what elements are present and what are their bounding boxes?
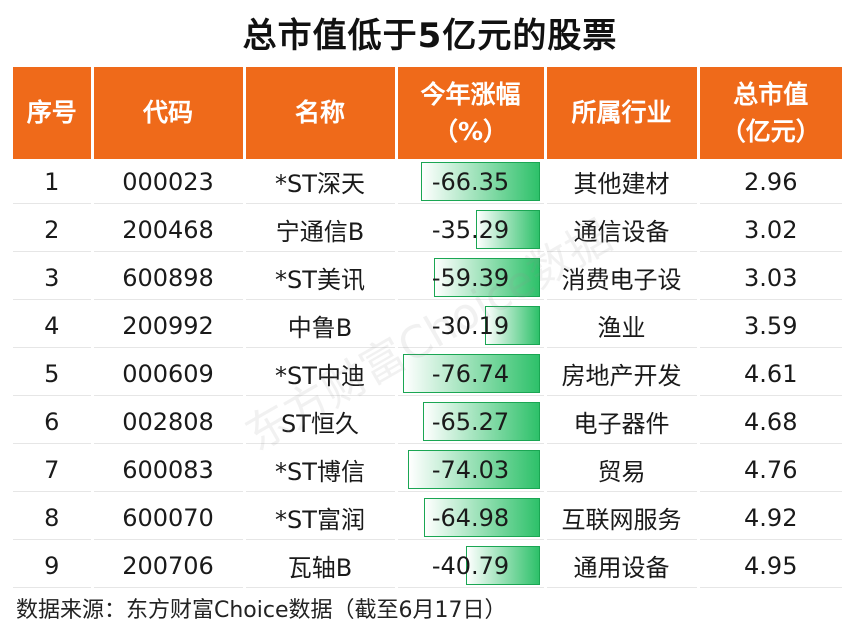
pct-cell: -76.74 — [396, 349, 547, 399]
code-cell: 200992 — [92, 301, 246, 351]
pct-value: -30.19 — [431, 311, 510, 340]
table-row: 8 600070 *ST富润 -64.98 互联网服务 4.92 — [13, 493, 842, 543]
pct-value: -59.39 — [431, 263, 510, 292]
no-cell: 8 — [13, 493, 94, 543]
mcap-cell: 2.96 — [698, 159, 842, 207]
industry-cell: 通信设备 — [545, 205, 700, 255]
pct-cell: -40.79 — [396, 541, 547, 591]
table-body: 1 000023 *ST深天 -66.35 其他建材 2.96 2 200468 宁通信B -35… — [13, 159, 842, 591]
name-cell: 宁通信B — [244, 205, 398, 255]
no-cell: 3 — [13, 253, 94, 303]
pct-value: -65.27 — [431, 407, 510, 436]
mcap-cell: 4.61 — [698, 349, 842, 399]
table-header-row: 序号 代码 名称 今年涨幅 （%） 所属行业 总市值 （亿元） — [13, 67, 842, 159]
mcap-cell: 3.59 — [698, 301, 842, 351]
industry-cell: 通用设备 — [545, 541, 700, 591]
header-cell: 所属行业 — [545, 67, 700, 159]
table-row: 6 002808 ST恒久 -65.27 电子器件 4.68 — [13, 397, 842, 447]
pct-value: -76.74 — [431, 359, 510, 388]
code-cell: 200468 — [92, 205, 246, 255]
pct-cell: -65.27 — [396, 397, 547, 447]
name-cell: *ST中迪 — [244, 349, 398, 399]
table-row: 3 600898 *ST美讯 -59.39 消费电子设 3.03 — [13, 253, 842, 303]
name-cell: *ST博信 — [244, 445, 398, 495]
industry-cell: 房地产开发 — [545, 349, 700, 399]
code-cell: 200706 — [92, 541, 246, 591]
code-cell: 600070 — [92, 493, 246, 543]
industry-cell: 互联网服务 — [545, 493, 700, 543]
no-cell: 5 — [13, 349, 94, 399]
header-cell: 序号 — [13, 67, 94, 159]
pct-bar — [407, 450, 540, 489]
pct-value: -40.79 — [431, 551, 510, 580]
code-cell: 000023 — [92, 159, 246, 207]
mcap-cell: 3.03 — [698, 253, 842, 303]
pct-bar — [421, 162, 540, 201]
pct-cell: -66.35 — [396, 159, 547, 207]
pct-cell: -64.98 — [396, 493, 547, 543]
no-cell: 6 — [13, 397, 94, 447]
pct-cell: -59.39 — [396, 253, 547, 303]
stock-table: 序号 代码 名称 今年涨幅 （%） 所属行业 总市值 （亿元） 1 000023 *ST… — [13, 67, 842, 591]
industry-cell: 消费电子设 — [545, 253, 700, 303]
pct-bar — [484, 306, 540, 345]
page-title: 总市值低于5亿元的股票 — [242, 16, 618, 56]
table-row: 1 000023 *ST深天 -66.35 其他建材 2.96 — [13, 159, 842, 207]
code-cell: 002808 — [92, 397, 246, 447]
mcap-cell: 4.95 — [698, 541, 842, 591]
pct-bar — [423, 498, 540, 537]
name-cell: ST恒久 — [244, 397, 398, 447]
no-cell: 7 — [13, 445, 94, 495]
no-cell: 9 — [13, 541, 94, 591]
pct-bar — [475, 210, 540, 249]
pct-bar — [466, 546, 540, 585]
mcap-cell: 4.76 — [698, 445, 842, 495]
table-row: 2 200468 宁通信B -35.29 通信设备 3.02 — [13, 205, 842, 255]
table-row: 4 200992 中鲁B -30.19 渔业 3.59 — [13, 301, 842, 351]
mcap-cell: 4.92 — [698, 493, 842, 543]
pct-cell: -35.29 — [396, 205, 547, 255]
code-cell: 000609 — [92, 349, 246, 399]
no-cell: 2 — [13, 205, 94, 255]
code-cell: 600898 — [92, 253, 246, 303]
name-cell: 中鲁B — [244, 301, 398, 351]
table-row: 5 000609 *ST中迪 -76.74 房地产开发 4.61 — [13, 349, 842, 399]
name-cell: 瓦轴B — [244, 541, 398, 591]
industry-cell: 电子器件 — [545, 397, 700, 447]
header-cell: 代码 — [92, 67, 246, 159]
industry-cell: 贸易 — [545, 445, 700, 495]
pct-bar — [423, 402, 540, 441]
table-row: 7 600083 *ST博信 -74.03 贸易 4.76 — [13, 445, 842, 495]
header-cell: 今年涨幅 （%） — [396, 67, 547, 159]
no-cell: 1 — [13, 159, 94, 207]
source-note: 数据来源：东方财富Choice数据（截至6月17日） — [16, 598, 507, 623]
pct-bar — [433, 258, 540, 297]
industry-cell: 渔业 — [545, 301, 700, 351]
pct-cell: -74.03 — [396, 445, 547, 495]
pct-value: -74.03 — [431, 455, 510, 484]
mcap-cell: 3.02 — [698, 205, 842, 255]
no-cell: 4 — [13, 301, 94, 351]
pct-bar — [403, 354, 540, 393]
table-row: 9 200706 瓦轴B -40.79 通用设备 4.95 — [13, 541, 842, 591]
header-cell: 总市值 （亿元） — [698, 67, 842, 159]
industry-cell: 其他建材 — [545, 159, 700, 207]
name-cell: *ST富润 — [244, 493, 398, 543]
mcap-cell: 4.68 — [698, 397, 842, 447]
pct-value: -35.29 — [431, 215, 510, 244]
name-cell: *ST美讯 — [244, 253, 398, 303]
code-cell: 600083 — [92, 445, 246, 495]
name-cell: *ST深天 — [244, 159, 398, 207]
pct-value: -66.35 — [431, 167, 510, 196]
pct-value: -64.98 — [431, 503, 510, 532]
header-cell: 名称 — [244, 67, 398, 159]
pct-cell: -30.19 — [396, 301, 547, 351]
